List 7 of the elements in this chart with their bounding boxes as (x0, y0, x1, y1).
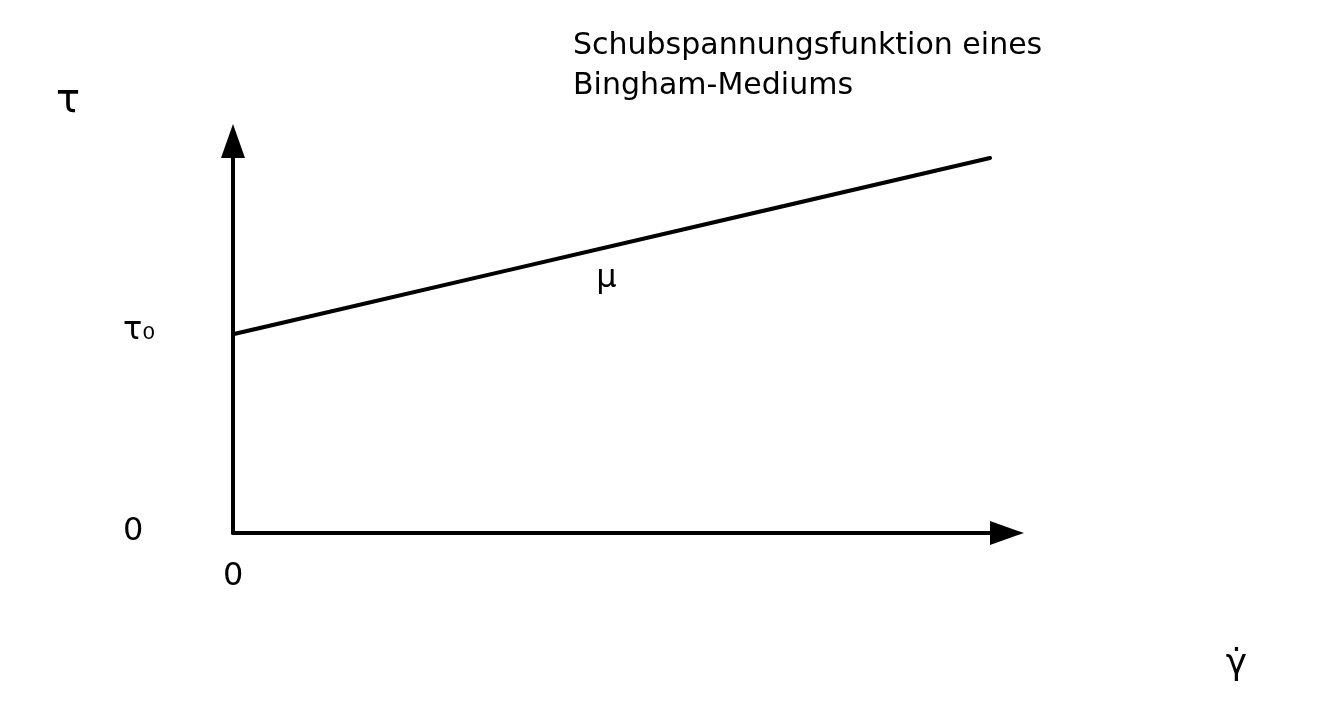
y-axis-title: τ (55, 75, 81, 121)
text: 0 (223, 555, 244, 593)
x-axis-title: γ̇ (1225, 640, 1248, 682)
chart-title: Schubspannungsfunktion eines Bingham-Mediums (573, 25, 1052, 101)
annotation: τ₀ (123, 309, 156, 348)
annotation: μ (596, 256, 617, 295)
annotation: 0 (123, 510, 144, 548)
